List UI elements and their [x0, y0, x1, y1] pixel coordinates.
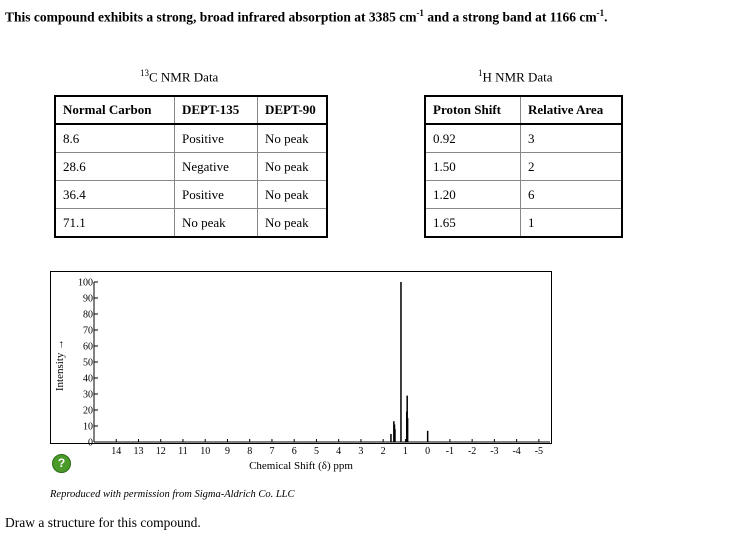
table-cell: No peak: [257, 180, 328, 209]
table-cell: No peak: [257, 152, 328, 181]
table-cell: 28.6: [54, 152, 175, 181]
table-cell: 0.92: [424, 123, 521, 153]
table-cell: 6: [520, 180, 623, 209]
proton-nmr-caption: 1H NMR Data: [478, 68, 553, 85]
table-header-row: Proton Shift Relative Area: [424, 95, 623, 125]
table-row: 1.65 1: [424, 208, 623, 238]
help-icon[interactable]: ?: [52, 454, 71, 473]
y-tick-label: 40: [83, 374, 93, 385]
table-cell: 8.6: [54, 123, 175, 153]
y-tick-label: 30: [83, 390, 93, 401]
x-axis: 14 13 12 11 10 9 8 7 6 5 4 3 2 1 0 -1 -2 -3 -4 -5: [94, 439, 550, 457]
problem-statement: This compound exhibits a strong, broad i…: [5, 8, 608, 25]
y-tick-label: 50: [83, 358, 93, 369]
y-axis-label: Intensity →: [54, 339, 66, 391]
table-cell: No peak: [257, 123, 328, 153]
table-header-row: Normal Carbon DEPT-135 DEPT-90: [54, 95, 328, 125]
x-tick-label: -2: [468, 446, 476, 457]
y-tick-label: 60: [83, 342, 93, 353]
source-credit: Reproduced with permission from Sigma-Al…: [50, 489, 295, 500]
x-tick-label: 7: [269, 446, 274, 457]
table-cell: 1.50: [424, 152, 521, 181]
x-tick-label: 11: [178, 446, 188, 457]
table-row: 1.50 2: [424, 152, 623, 181]
x-tick-label: 12: [156, 446, 166, 457]
table-cell: Positive: [174, 123, 258, 153]
x-axis-label: Chemical Shift (δ) ppm: [249, 460, 353, 472]
column-header: Relative Area: [520, 95, 623, 125]
task-prompt: Draw a structure for this compound.: [5, 515, 201, 530]
carbon-nmr-caption: 13C NMR Data: [140, 68, 219, 85]
table-row: 8.6 Positive No peak: [54, 123, 328, 153]
x-tick-label: 9: [225, 446, 230, 457]
y-tick-label: 0: [88, 438, 93, 449]
table-cell: No peak: [257, 208, 328, 238]
column-header: Proton Shift: [424, 95, 521, 125]
x-tick-label: 3: [358, 446, 363, 457]
x-tick-label: 14: [111, 446, 121, 457]
x-tick-label: -4: [512, 446, 520, 457]
x-tick-label: 5: [314, 446, 319, 457]
table-row: 36.4 Positive No peak: [54, 180, 328, 209]
table-cell: 71.1: [54, 208, 175, 238]
y-tick-label: 90: [83, 294, 93, 305]
table-cell: 2: [520, 152, 623, 181]
x-tick-label: -3: [490, 446, 498, 457]
x-tick-label: -1: [446, 446, 454, 457]
table-cell: 1.20: [424, 180, 521, 209]
x-tick-label: 2: [381, 446, 386, 457]
column-header: DEPT-135: [174, 95, 258, 125]
table-cell: 1.65: [424, 208, 521, 238]
y-tick-label: 20: [83, 406, 93, 417]
column-header: Normal Carbon: [54, 95, 175, 125]
table-cell: 3: [520, 123, 623, 153]
x-tick-label: 0: [425, 446, 430, 457]
column-header: DEPT-90: [257, 95, 328, 125]
table-cell: No peak: [174, 208, 258, 238]
x-tick-label: 4: [336, 446, 341, 457]
x-tick-label: 8: [247, 446, 252, 457]
y-tick-label: 10: [83, 422, 93, 433]
table-row: 28.6 Negative No peak: [54, 152, 328, 181]
proton-nmr-table: Proton Shift Relative Area 0.92 3 1.50 2…: [424, 95, 623, 238]
x-tick-label: -5: [535, 446, 543, 457]
y-axis: 0 10 20 30 40 50 60 70 80 90 100: [78, 278, 98, 449]
x-tick-label: 10: [200, 446, 210, 457]
table-cell: Negative: [174, 152, 258, 181]
x-tick-label: 6: [292, 446, 297, 457]
y-tick-label: 100: [78, 278, 93, 289]
y-tick-label: 80: [83, 310, 93, 321]
table-cell: Positive: [174, 180, 258, 209]
table-row: 0.92 3: [424, 123, 623, 153]
y-tick-label: 70: [83, 326, 93, 337]
spectrum-peaks: [390, 282, 429, 442]
table-cell: 36.4: [54, 180, 175, 209]
table-row: 1.20 6: [424, 180, 623, 209]
table-cell: 1: [520, 208, 623, 238]
table-row: 71.1 No peak No peak: [54, 208, 328, 238]
x-tick-label: 13: [133, 446, 143, 457]
plot-frame: [50, 271, 552, 444]
carbon-nmr-table: Normal Carbon DEPT-135 DEPT-90 8.6 Posit…: [54, 95, 328, 238]
x-tick-label: 1: [403, 446, 408, 457]
